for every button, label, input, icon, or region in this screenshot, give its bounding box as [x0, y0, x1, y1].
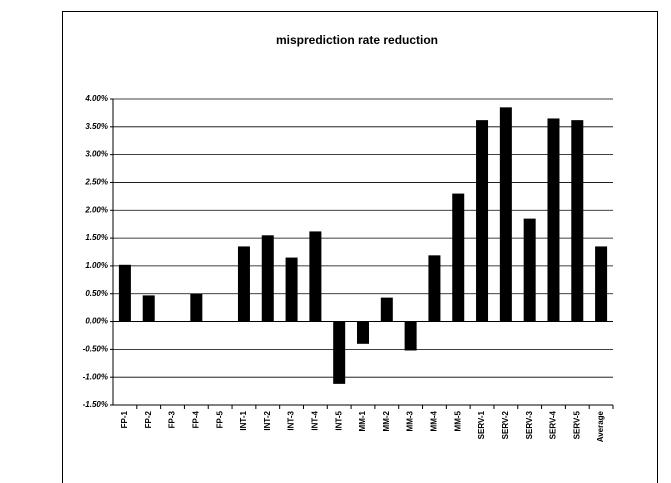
y-tick-label: -1.50% [83, 400, 108, 409]
chart-title: misprediction rate reduction [276, 33, 438, 47]
bar [237, 246, 250, 322]
y-tick-label: 0.50% [85, 289, 108, 298]
bar [118, 264, 131, 322]
x-tick-label: SERV-1 [477, 410, 486, 439]
x-tick-label: MM-1 [358, 410, 367, 431]
bar [214, 320, 227, 322]
bar [166, 320, 179, 322]
x-tick-label: MM-4 [430, 410, 439, 431]
x-tick-label: MM-5 [453, 410, 462, 431]
y-tick-label: 2.00% [84, 205, 108, 214]
x-tick-label: MM-2 [382, 410, 391, 431]
y-tick-label: 1.00% [85, 261, 108, 270]
y-tick-label: 4.00% [84, 94, 108, 103]
bar [380, 297, 393, 322]
x-tick-label: INT-2 [263, 410, 272, 430]
x-tick-label: INT-1 [239, 410, 248, 430]
x-tick-label: SERV-5 [572, 410, 581, 439]
bar [190, 293, 203, 322]
x-tick-label: SERV-3 [525, 410, 534, 439]
bar [476, 120, 489, 322]
y-tick-label: -0.50% [83, 344, 108, 353]
y-tick-label: 3.50% [85, 122, 108, 131]
x-tick-label: FP-3 [168, 410, 177, 428]
bar [523, 218, 536, 322]
bar [357, 321, 369, 344]
x-tick-label: SERV-4 [549, 410, 558, 439]
x-tick-label: FP-2 [144, 410, 153, 428]
x-tick-label: INT-4 [310, 410, 319, 430]
x-tick-label: SERV-2 [501, 410, 510, 439]
y-tick-label: 3.00% [85, 150, 108, 159]
bar [595, 246, 608, 322]
bar [571, 120, 584, 322]
bar [309, 231, 322, 322]
y-tick-label: 0.00% [85, 317, 108, 326]
bar [428, 255, 441, 322]
bar [285, 257, 298, 322]
x-tick-label: FP-1 [120, 410, 129, 428]
x-tick-label: INT-3 [287, 410, 296, 430]
bar [452, 193, 465, 322]
y-tick-label: 2.50% [84, 178, 108, 187]
x-tick-label: Average [596, 410, 605, 442]
bar [499, 107, 512, 322]
x-tick-label: MM-3 [406, 410, 415, 431]
bar [547, 118, 560, 322]
bar [261, 235, 274, 322]
y-tick-label: 1.50% [85, 233, 108, 242]
x-tick-label: FP-5 [215, 410, 224, 428]
bar [333, 321, 346, 384]
x-tick-label: FP-4 [191, 410, 200, 428]
bar [142, 295, 155, 322]
x-tick-label: INT-5 [334, 410, 343, 430]
y-tick-label: -1.00% [83, 372, 108, 381]
bar [404, 321, 417, 351]
